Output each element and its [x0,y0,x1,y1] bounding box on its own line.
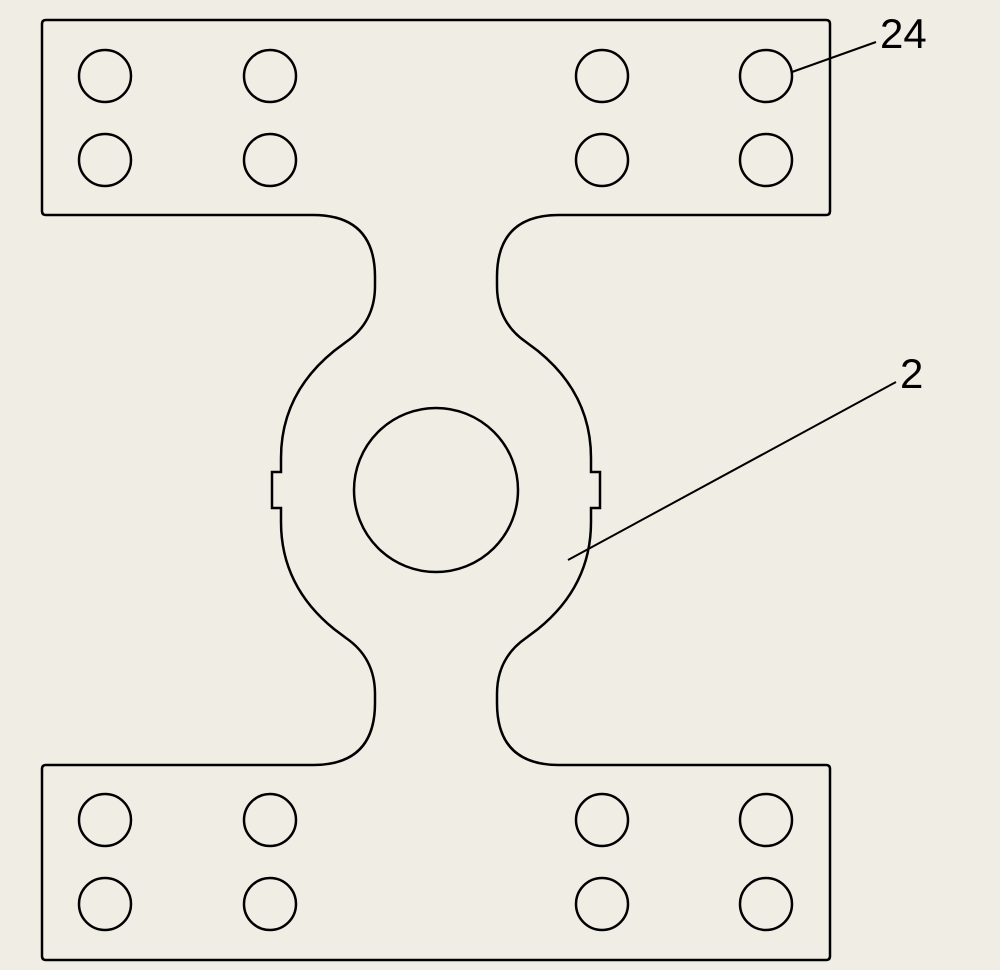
bolt-hole [740,878,792,930]
bolt-hole [79,878,131,930]
bolt-hole [79,134,131,186]
leader-line-24 [792,42,876,72]
bolt-hole [576,50,628,102]
technical-diagram: 24 2 [0,0,1000,965]
bolt-hole [740,134,792,186]
bolt-hole [244,50,296,102]
part-outline [42,20,830,960]
bolt-hole [576,878,628,930]
bolt-hole [740,50,792,102]
bolt-hole [244,794,296,846]
callout-label-24: 24 [880,10,927,58]
bolt-hole [576,134,628,186]
bolt-hole [576,794,628,846]
center-bore [354,408,518,572]
bolt-hole [740,794,792,846]
diagram-svg [0,0,1000,965]
leader-line-2 [568,382,896,560]
bolt-hole [244,134,296,186]
callout-label-2: 2 [900,350,923,398]
bolt-hole [79,50,131,102]
bolt-hole [79,794,131,846]
bolt-hole [244,878,296,930]
